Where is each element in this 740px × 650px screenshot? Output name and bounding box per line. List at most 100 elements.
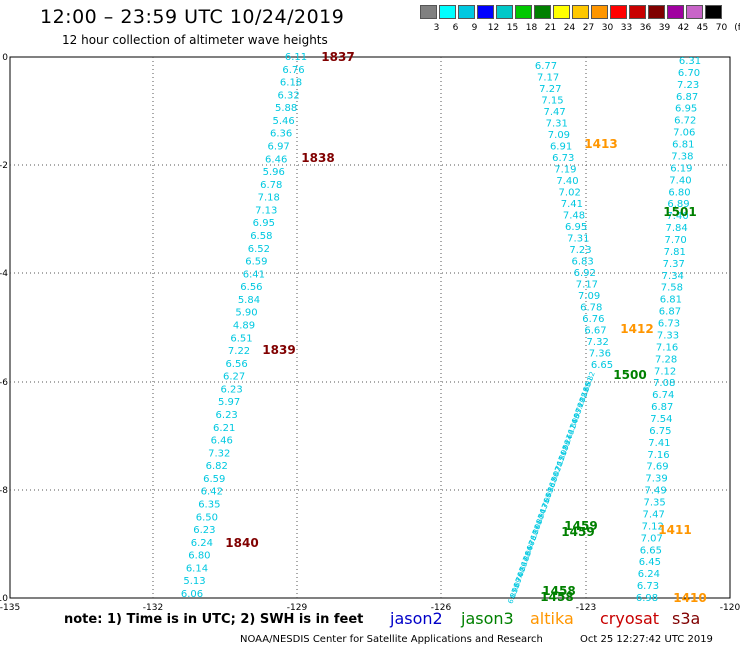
swh-value: 7.41 [561, 199, 583, 210]
swh-value: 7.48 [563, 211, 585, 222]
legend-level-label: 42 [677, 23, 690, 33]
swh-value: 6.56 [240, 282, 262, 293]
swh-value: 6.73 [552, 153, 574, 164]
swh-value: 7.12 [654, 366, 676, 377]
swh-value: 6.70 [678, 68, 700, 79]
swh-value: 6.87 [659, 307, 681, 318]
swh-value: 7.38 [671, 151, 693, 162]
pass-id-label: 1458 [540, 590, 573, 604]
swh-value: 7.70 [665, 235, 687, 246]
satellite-name: jason2 [390, 609, 443, 628]
legend-level-label: 6 [452, 23, 459, 33]
legend-swatch [477, 5, 494, 19]
swh-value: 6.46 [211, 436, 233, 447]
swh-value: 6.19 [670, 163, 692, 174]
legend-level-label: 24 [563, 23, 576, 33]
footer-note: note: 1) Time is in UTC; 2) SWH is in fe… [64, 612, 364, 627]
legend-swatch [667, 5, 684, 19]
swh-value: 6.56 [225, 359, 247, 370]
swh-value: 7.32 [587, 337, 609, 348]
swh-value: 7.40 [669, 175, 691, 186]
y-tick-label: -6 [0, 378, 8, 388]
y-tick-label: -2 [0, 161, 8, 171]
legend-level-label: 33 [620, 23, 633, 33]
satellite-name: jason3 [461, 609, 514, 628]
generated-timestamp: Oct 25 12:27:42 UTC 2019 [580, 634, 713, 645]
swh-value: 7.49 [644, 486, 666, 497]
legend-level-label: 45 [696, 23, 709, 33]
swh-value: 7.09 [548, 130, 570, 141]
swh-value: 5.84 [238, 295, 260, 306]
swh-value: 6.67 [584, 326, 606, 337]
legend-level-label: 3 [433, 23, 440, 33]
y-tick-label: -8 [0, 486, 8, 496]
swh-value: 6.87 [651, 402, 673, 413]
x-tick-label: -126 [431, 603, 452, 613]
swh-value: 6.81 [672, 140, 694, 151]
swh-value: 5.96 [263, 167, 285, 178]
swh-value: 7.34 [662, 271, 684, 282]
pass-id-label: 1411 [658, 523, 691, 537]
y-tick-label: 0 [2, 53, 8, 63]
swh-value: 6.98 [636, 593, 658, 604]
swh-value: 6.80 [668, 187, 690, 198]
swh-value: 7.12 [642, 521, 664, 532]
swh-value: 6.18 [280, 78, 302, 89]
legend-swatch [534, 5, 551, 19]
x-tick-label: -132 [143, 603, 163, 613]
swh-value: 6.41 [243, 269, 265, 280]
swh-value: 4.89 [233, 321, 255, 332]
swh-value: 6.51 [230, 333, 252, 344]
legend-swatch [610, 5, 627, 19]
swh-value: 7.58 [661, 283, 683, 294]
legend-level-label: 18 [525, 23, 538, 33]
swh-value: 5.97 [218, 397, 240, 408]
legend-swatch [553, 5, 570, 19]
swh-value: 7.23 [677, 80, 699, 91]
swh-value: 7.18 [258, 193, 280, 204]
credit-line: NOAA/NESDIS Center for Satellite Applica… [240, 634, 543, 645]
legend-level-label: 27 [582, 23, 595, 33]
swh-value: 7.47 [643, 509, 665, 520]
swh-value: 7.15 [541, 96, 563, 107]
swh-value: 6.58 [250, 231, 272, 242]
swh-value: 6.59 [203, 474, 225, 485]
legend-level-label: 9 [471, 23, 478, 33]
swh-value: 6.95 [253, 218, 275, 229]
swh-value: 6.65 [591, 360, 613, 371]
legend-swatch [496, 5, 513, 19]
map-subtitle: 12 hour collection of altimeter wave hei… [62, 33, 328, 47]
swh-value: 7.81 [664, 247, 686, 258]
y-tick-label: -4 [0, 269, 8, 279]
swh-value: 6.24 [191, 538, 213, 549]
swh-value: 7.39 [645, 474, 667, 485]
swh-value: 7.37 [663, 259, 685, 270]
swh-value: 5.88 [275, 103, 297, 114]
swh-value: 7.47 [543, 107, 565, 118]
swh-value: 6.14 [186, 563, 208, 574]
swh-value: 6.74 [652, 390, 674, 401]
swh-value: 6.82 [206, 461, 228, 472]
pass-id-label: 1501 [663, 205, 696, 219]
legend-level-label: 21 [544, 23, 557, 33]
legend-level-label: 70 [715, 23, 728, 33]
pass-id-label: 1459 [564, 519, 597, 533]
swh-value: 7.27 [539, 84, 561, 95]
satellite-name: cryosat [600, 609, 660, 628]
swh-value: 5.90 [235, 308, 257, 319]
legend-level-label: 12 [487, 23, 500, 33]
swh-value: 6.73 [637, 581, 659, 592]
swh-value: 6.95 [565, 222, 587, 233]
swh-value: 7.07 [641, 533, 663, 544]
swh-value: 6.23 [193, 525, 215, 536]
pass-id-label: 1459 [561, 525, 594, 539]
swh-value: 7.33 [657, 330, 679, 341]
swh-value: 6.80 [188, 551, 210, 562]
swh-value: 6.95 [675, 104, 697, 115]
pass-id-label: 1500 [613, 368, 646, 382]
legend-swatch [705, 5, 722, 19]
swh-value: 6.27 [223, 372, 245, 383]
legend-swatch [439, 5, 456, 19]
swh-value: 6.75 [649, 426, 671, 437]
